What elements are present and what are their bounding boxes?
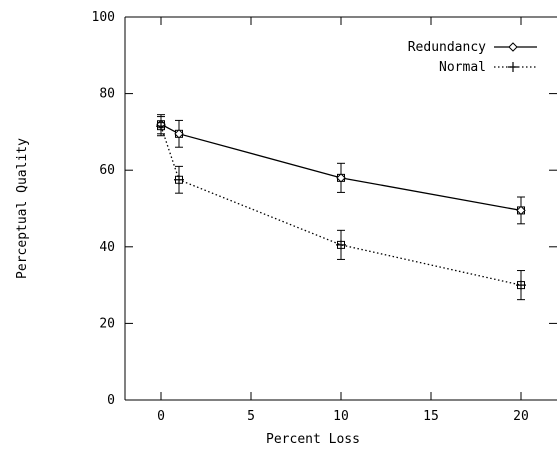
data-point-marker: [516, 205, 526, 216]
x-tick-label: 10: [333, 409, 349, 424]
data-point-marker: [516, 280, 526, 291]
x-tick-label: 0: [157, 409, 165, 424]
axes: 0 20 40 60 80 100 0 5 10 15 20: [92, 10, 557, 424]
legend-label-redundancy: Redundancy: [408, 40, 486, 55]
legend: Redundancy Normal: [408, 40, 537, 75]
y-tick-label: 0: [107, 393, 115, 408]
x-tick-label: 15: [423, 409, 439, 424]
y-tick-label: 80: [99, 87, 115, 102]
data-point-marker: [508, 42, 518, 52]
x-axis-label: Percent Loss: [266, 432, 360, 447]
data-point-marker: [174, 129, 184, 139]
series-line: [160, 125, 522, 286]
data-point-marker: [174, 174, 184, 185]
series-line: [160, 123, 522, 212]
series-lines: [156, 114, 526, 301]
x-tick-label: 20: [513, 409, 529, 424]
legend-label-normal: Normal: [439, 60, 486, 75]
y-tick-label: 100: [92, 10, 115, 25]
series-normal: [156, 116, 526, 301]
data-point-marker: [508, 62, 518, 72]
y-axis-label: Perceptual Quality: [15, 138, 30, 279]
y-tick-label: 60: [99, 163, 115, 178]
series-redundancy: [156, 114, 526, 225]
data-point-marker: [336, 239, 346, 250]
x-tick-label: 5: [247, 409, 255, 424]
data-point-marker: [156, 121, 166, 132]
data-point-marker: [336, 173, 346, 183]
y-tick-label: 20: [99, 316, 115, 331]
y-tick-label: 40: [99, 240, 115, 255]
